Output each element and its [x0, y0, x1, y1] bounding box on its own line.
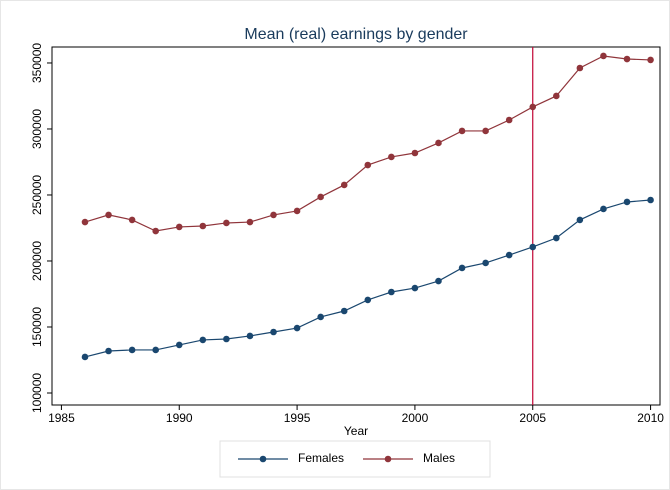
data-point — [435, 139, 442, 147]
data-point — [388, 153, 395, 161]
data-point — [623, 55, 631, 63]
data-point — [175, 223, 183, 231]
y-tick-label: 350000 — [30, 43, 44, 83]
data-point — [576, 64, 584, 72]
data-point — [293, 324, 301, 332]
x-tick-label: 2000 — [402, 411, 429, 425]
x-tick-label: 1990 — [166, 411, 193, 425]
data-point — [505, 116, 513, 124]
data-point — [458, 127, 466, 135]
data-point — [482, 259, 489, 267]
data-point — [435, 277, 442, 285]
y-tick-label: 150000 — [30, 307, 44, 347]
legend-label: Females — [298, 451, 344, 465]
data-point — [505, 251, 513, 259]
y-tick-label: 300000 — [30, 109, 44, 149]
data-point — [388, 288, 395, 296]
data-point — [458, 264, 466, 272]
data-point — [105, 347, 112, 355]
data-point — [364, 296, 372, 304]
data-point — [175, 341, 183, 349]
data-point — [553, 234, 560, 242]
data-point — [647, 56, 654, 64]
data-point — [128, 346, 136, 354]
data-point — [246, 218, 254, 226]
data-point — [317, 193, 324, 201]
data-point — [600, 52, 607, 60]
y-tick-label: 200000 — [30, 241, 44, 281]
x-tick-label: 1985 — [48, 411, 75, 425]
data-point — [105, 211, 112, 219]
data-point — [199, 222, 207, 230]
x-tick-label: 2005 — [519, 411, 546, 425]
data-point — [411, 149, 419, 157]
y-tick-label: 250000 — [30, 175, 44, 215]
data-point — [128, 216, 136, 224]
data-point — [317, 313, 324, 321]
data-point — [199, 336, 207, 344]
data-point — [152, 227, 159, 235]
x-tick-label: 1995 — [284, 411, 311, 425]
chart-title: Mean (real) earnings by gender — [244, 26, 468, 43]
data-point — [529, 103, 537, 111]
data-point — [600, 205, 607, 213]
data-point — [411, 284, 419, 292]
data-point — [81, 218, 89, 226]
data-point — [340, 181, 348, 189]
data-point — [293, 207, 301, 215]
legend-marker — [259, 455, 267, 463]
plot-frame — [51, 46, 661, 406]
data-point — [246, 332, 254, 340]
y-tick-label: 100000 — [30, 373, 44, 413]
x-axis-label: Year — [344, 424, 368, 438]
legend-marker — [384, 455, 392, 463]
x-tick-label: 2010 — [637, 411, 664, 425]
data-point — [576, 216, 584, 224]
data-point — [270, 211, 277, 219]
data-point — [340, 307, 348, 315]
data-point — [553, 92, 560, 100]
data-point — [81, 353, 89, 361]
data-point — [482, 127, 489, 135]
data-point — [529, 243, 537, 251]
legend-label: Males — [423, 451, 455, 465]
data-point — [364, 161, 372, 169]
data-point — [623, 198, 631, 206]
data-point — [647, 196, 654, 204]
data-point — [270, 328, 277, 336]
data-point — [223, 219, 230, 227]
data-point — [152, 346, 159, 354]
data-point — [223, 335, 230, 343]
